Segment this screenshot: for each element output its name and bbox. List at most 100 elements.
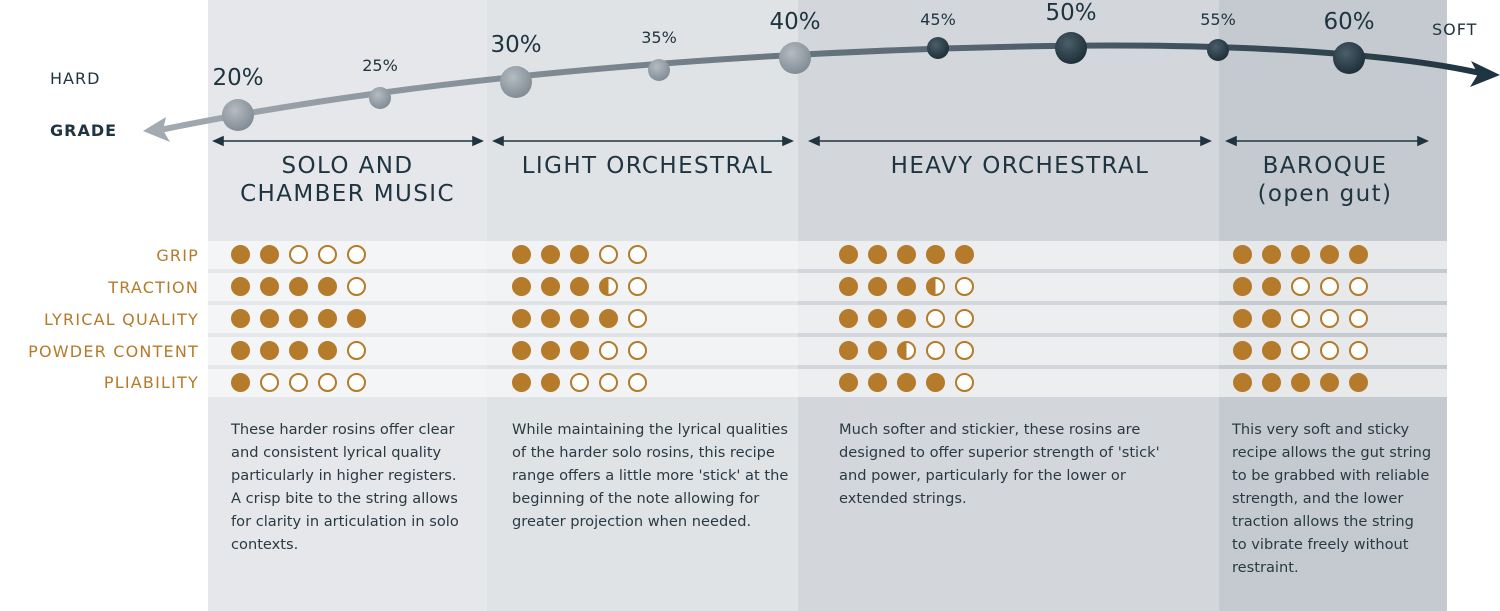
rating-dot: [1320, 309, 1339, 328]
soft-label: SOFT: [1432, 20, 1478, 39]
rating-dot: [955, 309, 974, 328]
rating-dot: [541, 341, 560, 360]
attribute-label-powder-content: POWDER CONTENT: [28, 342, 199, 361]
rating-dot: [1320, 245, 1339, 264]
rating-light-lyrical-quality: [512, 309, 657, 331]
rating-dot: [289, 309, 308, 328]
scale-label-45pct: 45%: [920, 10, 956, 29]
rating-dot: [628, 341, 647, 360]
scale-label-60pct: 60%: [1323, 9, 1375, 35]
scale-marker-50pct: [1055, 32, 1087, 64]
rating-heavy-grip: [839, 245, 984, 267]
rating-dot: [628, 373, 647, 392]
rating-dot: [541, 245, 560, 264]
rating-dot: [318, 373, 337, 392]
rating-dot: [318, 277, 337, 296]
rating-dot: [1349, 277, 1368, 296]
column-title-light: LIGHT ORCHESTRAL: [521, 153, 774, 179]
description-light: While maintaining the lyrical qualities …: [512, 421, 789, 530]
description-solo: These harder rosins offer clear and cons…: [231, 421, 459, 553]
rating-dot: [570, 309, 589, 328]
rating-dot: [955, 245, 974, 264]
scale-label-25pct: 25%: [362, 56, 398, 75]
rating-dot: [926, 277, 945, 296]
rating-dot: [926, 341, 945, 360]
scale-label-20pct: 20%: [212, 65, 264, 91]
rating-dot: [1233, 373, 1252, 392]
scale-label-50pct: 50%: [1045, 0, 1097, 26]
rating-dot: [897, 277, 916, 296]
rating-dot: [1320, 373, 1339, 392]
rating-dot: [955, 373, 974, 392]
rating-dot: [347, 309, 366, 328]
rating-dot: [260, 245, 279, 264]
rating-solo-pliability: [231, 373, 376, 395]
rating-dot: [512, 341, 531, 360]
rating-dot: [1262, 341, 1281, 360]
scale-marker-20pct: [222, 99, 254, 131]
rating-dot: [541, 373, 560, 392]
rating-dot: [955, 341, 974, 360]
rating-dot: [628, 309, 647, 328]
rating-dot: [926, 245, 945, 264]
rating-dot: [926, 309, 945, 328]
rating-dot: [289, 245, 308, 264]
attribute-label-lyrical-quality: LYRICAL QUALITY: [44, 310, 199, 329]
rating-dot: [1262, 245, 1281, 264]
rating-dot: [1233, 309, 1252, 328]
description-baroque: This very soft and sticky recipe allows …: [1232, 421, 1432, 576]
rating-dot: [1291, 277, 1310, 296]
right-arrowhead: [1470, 61, 1500, 87]
rating-dot: [1349, 245, 1368, 264]
rating-light-pliability: [512, 373, 657, 395]
rating-solo-powder-content: [231, 341, 376, 363]
rating-dot: [1233, 341, 1252, 360]
rating-baroque-lyrical-quality: [1233, 309, 1378, 331]
rating-dot: [897, 309, 916, 328]
rating-dot: [1349, 341, 1368, 360]
rating-dot: [599, 341, 618, 360]
rating-dot: [318, 309, 337, 328]
rating-dot: [347, 277, 366, 296]
rating-dot: [347, 341, 366, 360]
rating-baroque-traction: [1233, 277, 1378, 299]
rating-dot: [839, 309, 858, 328]
rating-dot: [868, 373, 887, 392]
rating-baroque-powder-content: [1233, 341, 1378, 363]
rating-solo-grip: [231, 245, 376, 267]
rating-dot: [628, 245, 647, 264]
rating-dot: [570, 277, 589, 296]
rating-dot: [231, 245, 250, 264]
attribute-label-grip: GRIP: [156, 246, 199, 265]
rating-dot: [1233, 277, 1252, 296]
scale-label-40pct: 40%: [769, 9, 821, 35]
rating-dot: [1291, 245, 1310, 264]
rating-dot: [1320, 277, 1339, 296]
rating-solo-lyrical-quality: [231, 309, 376, 331]
rating-dot: [260, 309, 279, 328]
rating-dot: [289, 341, 308, 360]
rating-dot: [628, 277, 647, 296]
rating-dot: [955, 277, 974, 296]
rating-dot: [897, 373, 916, 392]
scale-marker-40pct: [779, 42, 811, 74]
column-title-solo: SOLO AND CHAMBER MUSIC: [240, 153, 455, 207]
rating-dot: [1320, 341, 1339, 360]
rating-dot: [260, 341, 279, 360]
column-title-heavy: HEAVY ORCHESTRAL: [890, 153, 1150, 179]
rating-dot: [599, 277, 618, 296]
rating-dot: [1291, 309, 1310, 328]
rating-dot: [1262, 277, 1281, 296]
rating-dot: [512, 277, 531, 296]
rating-dot: [231, 373, 250, 392]
rating-heavy-lyrical-quality: [839, 309, 984, 331]
rating-dot: [260, 277, 279, 296]
column-title-baroque: BAROQUE (open gut): [1257, 153, 1393, 207]
scale-marker-25pct: [369, 87, 391, 109]
scale-label-35pct: 35%: [641, 28, 677, 47]
rating-dot: [868, 245, 887, 264]
left-arrowhead: [143, 117, 170, 142]
rating-dot: [599, 373, 618, 392]
grade-label: GRADE: [50, 121, 118, 140]
rating-dot: [231, 277, 250, 296]
